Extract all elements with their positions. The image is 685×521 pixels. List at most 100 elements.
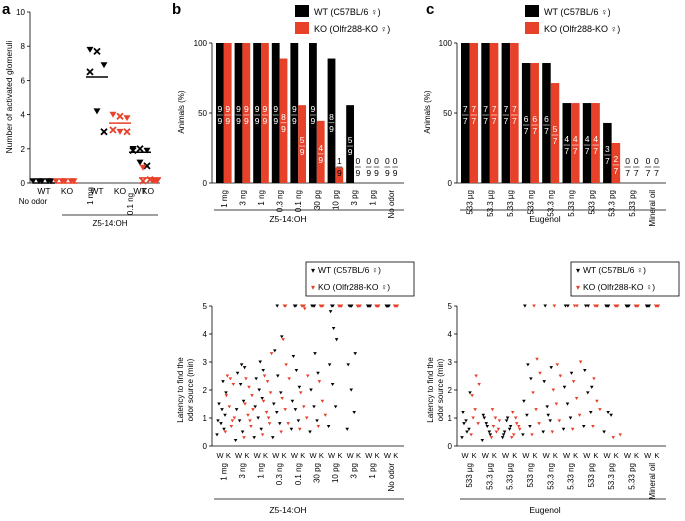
panel-a-point-2-0 bbox=[86, 46, 94, 53]
panel-c-top-xtick-label-3: 533 ng bbox=[526, 190, 535, 214]
panel-a-point-2-5-stroke-2 bbox=[100, 128, 108, 136]
legend-b-ko-label: KO (Olfr288-KO ♀) bbox=[314, 24, 390, 34]
legend-b-wt-label: WT (C57BL/6 ♀) bbox=[314, 7, 381, 17]
panel-b-bottom-xlabel: Z5-14:OH bbox=[269, 505, 306, 515]
panel-b-bottom-pt-1-0-6 bbox=[225, 374, 230, 378]
panel-c-top-num-0-3: 6 bbox=[524, 114, 529, 124]
panel-c-bottom-pt-0-5-1 bbox=[568, 416, 573, 420]
panel-c-bottom-pt-0-6-6 bbox=[584, 304, 588, 308]
panel-c-bottom-xtick-label-9: Mineral oil bbox=[648, 463, 657, 500]
panel-b-bottom-pt-1-1-1 bbox=[249, 424, 253, 429]
panel-b-top-xtick-label-4: 0.1 ng bbox=[294, 190, 303, 212]
panel-c-bottom-pt-1-5-5 bbox=[575, 304, 579, 308]
panel-b-top-num-0-1: 9 bbox=[236, 104, 241, 114]
panel-c-bottom-sub-0-4: W bbox=[543, 451, 551, 460]
panel-c-bottom-pt-0-3-5 bbox=[526, 363, 530, 367]
panel-c-bottom-pt-1-1-0 bbox=[489, 436, 494, 440]
panel-b-top-den-1-7: 9 bbox=[356, 168, 361, 178]
panel-b-bottom-pt-1-3-8 bbox=[283, 304, 288, 308]
panel-c-bottom-sub-0-0: W bbox=[461, 451, 469, 460]
panel-b-bottom-pt-0-1-0 bbox=[233, 438, 238, 443]
panel-b-top-num-0-9: 0 bbox=[385, 156, 390, 166]
panel-b-bottom-pt-1-2-0 bbox=[260, 433, 265, 437]
panel-c-bottom-pt-0-1-1 bbox=[487, 430, 492, 434]
panel-c-bottom-pt-1-2-5 bbox=[514, 422, 519, 426]
panel-b-bottom-pt-1-2-8 bbox=[266, 416, 271, 420]
panel-c-bottom-pt-1-6-5 bbox=[595, 304, 600, 308]
panel-b-bottom-pt-0-0-7 bbox=[224, 391, 228, 395]
panel-c-top-bar-wt-4 bbox=[542, 63, 551, 183]
panel-c-bottom-pt-0-1-0 bbox=[480, 438, 485, 443]
panel-c-bottom-pt-0-3-1 bbox=[528, 424, 532, 429]
panel-c-top-xtick-label-6: 533 pg bbox=[587, 190, 596, 214]
legend-b-bottom-ko-marker: ▾ bbox=[311, 283, 315, 292]
panel-c-bottom-pt-1-2-1 bbox=[516, 424, 521, 429]
panel-c-bottom-pt-1-8-6 bbox=[633, 304, 638, 308]
panel-c-bottom-sub-1-5: K bbox=[573, 451, 578, 460]
panel-c-bottom-pt-0-8-5 bbox=[627, 304, 631, 308]
panel-b-top-num-1-4: 5 bbox=[300, 135, 305, 145]
panel-c-bottom-sub-1-2: K bbox=[512, 451, 517, 460]
panel-c-top-den-0-1: 7 bbox=[483, 116, 488, 126]
panel-c-bottom-pt-1-3-1 bbox=[537, 422, 541, 426]
panel-b-bottom-xtick-label-3: 0.3 ng bbox=[275, 463, 284, 485]
panel-b-bottom-pt-0-5-8 bbox=[312, 304, 317, 308]
panel-c-top-den-0-7: 7 bbox=[605, 156, 610, 166]
panel-c-top-num-1-0: 7 bbox=[471, 104, 476, 114]
panel-a-group-no-odor: No odor bbox=[19, 197, 48, 206]
panel-c-bottom-pt-1-3-5 bbox=[535, 357, 539, 361]
panel-b-bottom-pt-0-5-1 bbox=[315, 419, 319, 423]
panel-a-point-2-5 bbox=[100, 128, 108, 136]
panel-c-top-bar-ko-1 bbox=[489, 43, 499, 183]
panel-b-bottom-xtick-label-9: No odor bbox=[387, 463, 396, 492]
panel-b-bottom-pt-1-0-4 bbox=[231, 382, 236, 387]
panel-a-point-2-2 bbox=[100, 62, 108, 69]
legend-c-bottom-ko-marker: ▾ bbox=[576, 283, 580, 292]
panel-b-bottom-pt-0-2-4 bbox=[260, 396, 264, 401]
panel-c-bottom-pt-1-6-3 bbox=[592, 377, 596, 381]
panel-b-top-xlabel: Z5-14:OH bbox=[269, 214, 306, 224]
panel-b-bottom-xtick-label-8: 1 pg bbox=[368, 463, 377, 479]
panel-c-bottom-pt-0-5-6 bbox=[563, 304, 568, 308]
panel-c-bottom-chart: Latency to find the odor source (min) Eu… bbox=[426, 302, 666, 515]
panel-b-bottom-xtick-label-4: 0.1 ng bbox=[294, 463, 303, 485]
panel-b-bottom-pt-1-0-5 bbox=[228, 377, 233, 381]
panel-c-top-bar-ko-3 bbox=[530, 63, 539, 183]
panel-c-top-ytick-label-0: 0 bbox=[448, 179, 453, 188]
panel-c-bottom-pt-1-4-0 bbox=[550, 430, 555, 434]
panel-c-top-xtick-label-4: 53.3 ng bbox=[547, 190, 556, 217]
panel-c-bottom-pt-1-4-6 bbox=[552, 304, 557, 308]
panel-b-top-den-1-2: 9 bbox=[263, 116, 268, 126]
panel-b-bottom-chart: Latency to find the odor source (min) Z5… bbox=[176, 302, 404, 515]
panel-c-bottom-pt-0-7-0 bbox=[602, 430, 606, 434]
panel-b-bottom-pt-0-6-6 bbox=[328, 310, 333, 314]
panel-c-bottom-pt-1-3-3 bbox=[531, 391, 535, 395]
panel-c-top-bar-wt-2 bbox=[501, 43, 511, 183]
legend-b-top: WT (C57BL/6 ♀) KO (Olfr288-KO ♀) bbox=[295, 5, 390, 34]
legend-b-bottom-wt-marker: ▾ bbox=[311, 266, 315, 275]
panel-c-bottom-pt-1-0-5 bbox=[474, 374, 478, 378]
panel-b-top-den-1-5: 9 bbox=[318, 155, 323, 165]
panel-c-bottom-pt-0-4-0 bbox=[541, 430, 545, 434]
panel-b-bottom-sub-0-5: W bbox=[309, 451, 317, 460]
panel-b-bottom-pt-0-3-3 bbox=[272, 402, 276, 406]
panel-c-bottom-pt-0-6-2 bbox=[586, 391, 590, 395]
panel-a-point-1-4 bbox=[67, 178, 75, 185]
panel-c-bottom-pt-1-1-6 bbox=[491, 424, 496, 429]
panel-b-bottom-pt-0-1-3 bbox=[234, 408, 239, 412]
panel-c-bottom-pt-1-2-3 bbox=[510, 410, 515, 415]
panel-b-bottom-pt-1-0-3 bbox=[224, 394, 229, 398]
panel-b-bottom-pt-0-2-1 bbox=[259, 427, 263, 431]
panel-a-group-1mg: 1 mg bbox=[86, 187, 95, 205]
panel-c-top-num-1-9: 0 bbox=[654, 156, 659, 166]
panel-b-top-den-0-2: 9 bbox=[255, 116, 260, 126]
panel-b-top-den-1-3: 9 bbox=[281, 124, 286, 134]
panel-b-bottom-pt-0-7-2 bbox=[349, 388, 353, 392]
panel-c-top-den-1-4: 7 bbox=[553, 136, 558, 146]
panel-b-bottom-pt-1-0-2 bbox=[227, 405, 232, 409]
panel-b-top-num-0-3: 9 bbox=[273, 104, 278, 114]
panel-c-bottom-pt-1-4-4 bbox=[558, 374, 563, 378]
panel-b-bottom-sub-0-7: W bbox=[347, 451, 355, 460]
panel-c-bottom-pt-0-4-2 bbox=[545, 405, 549, 409]
